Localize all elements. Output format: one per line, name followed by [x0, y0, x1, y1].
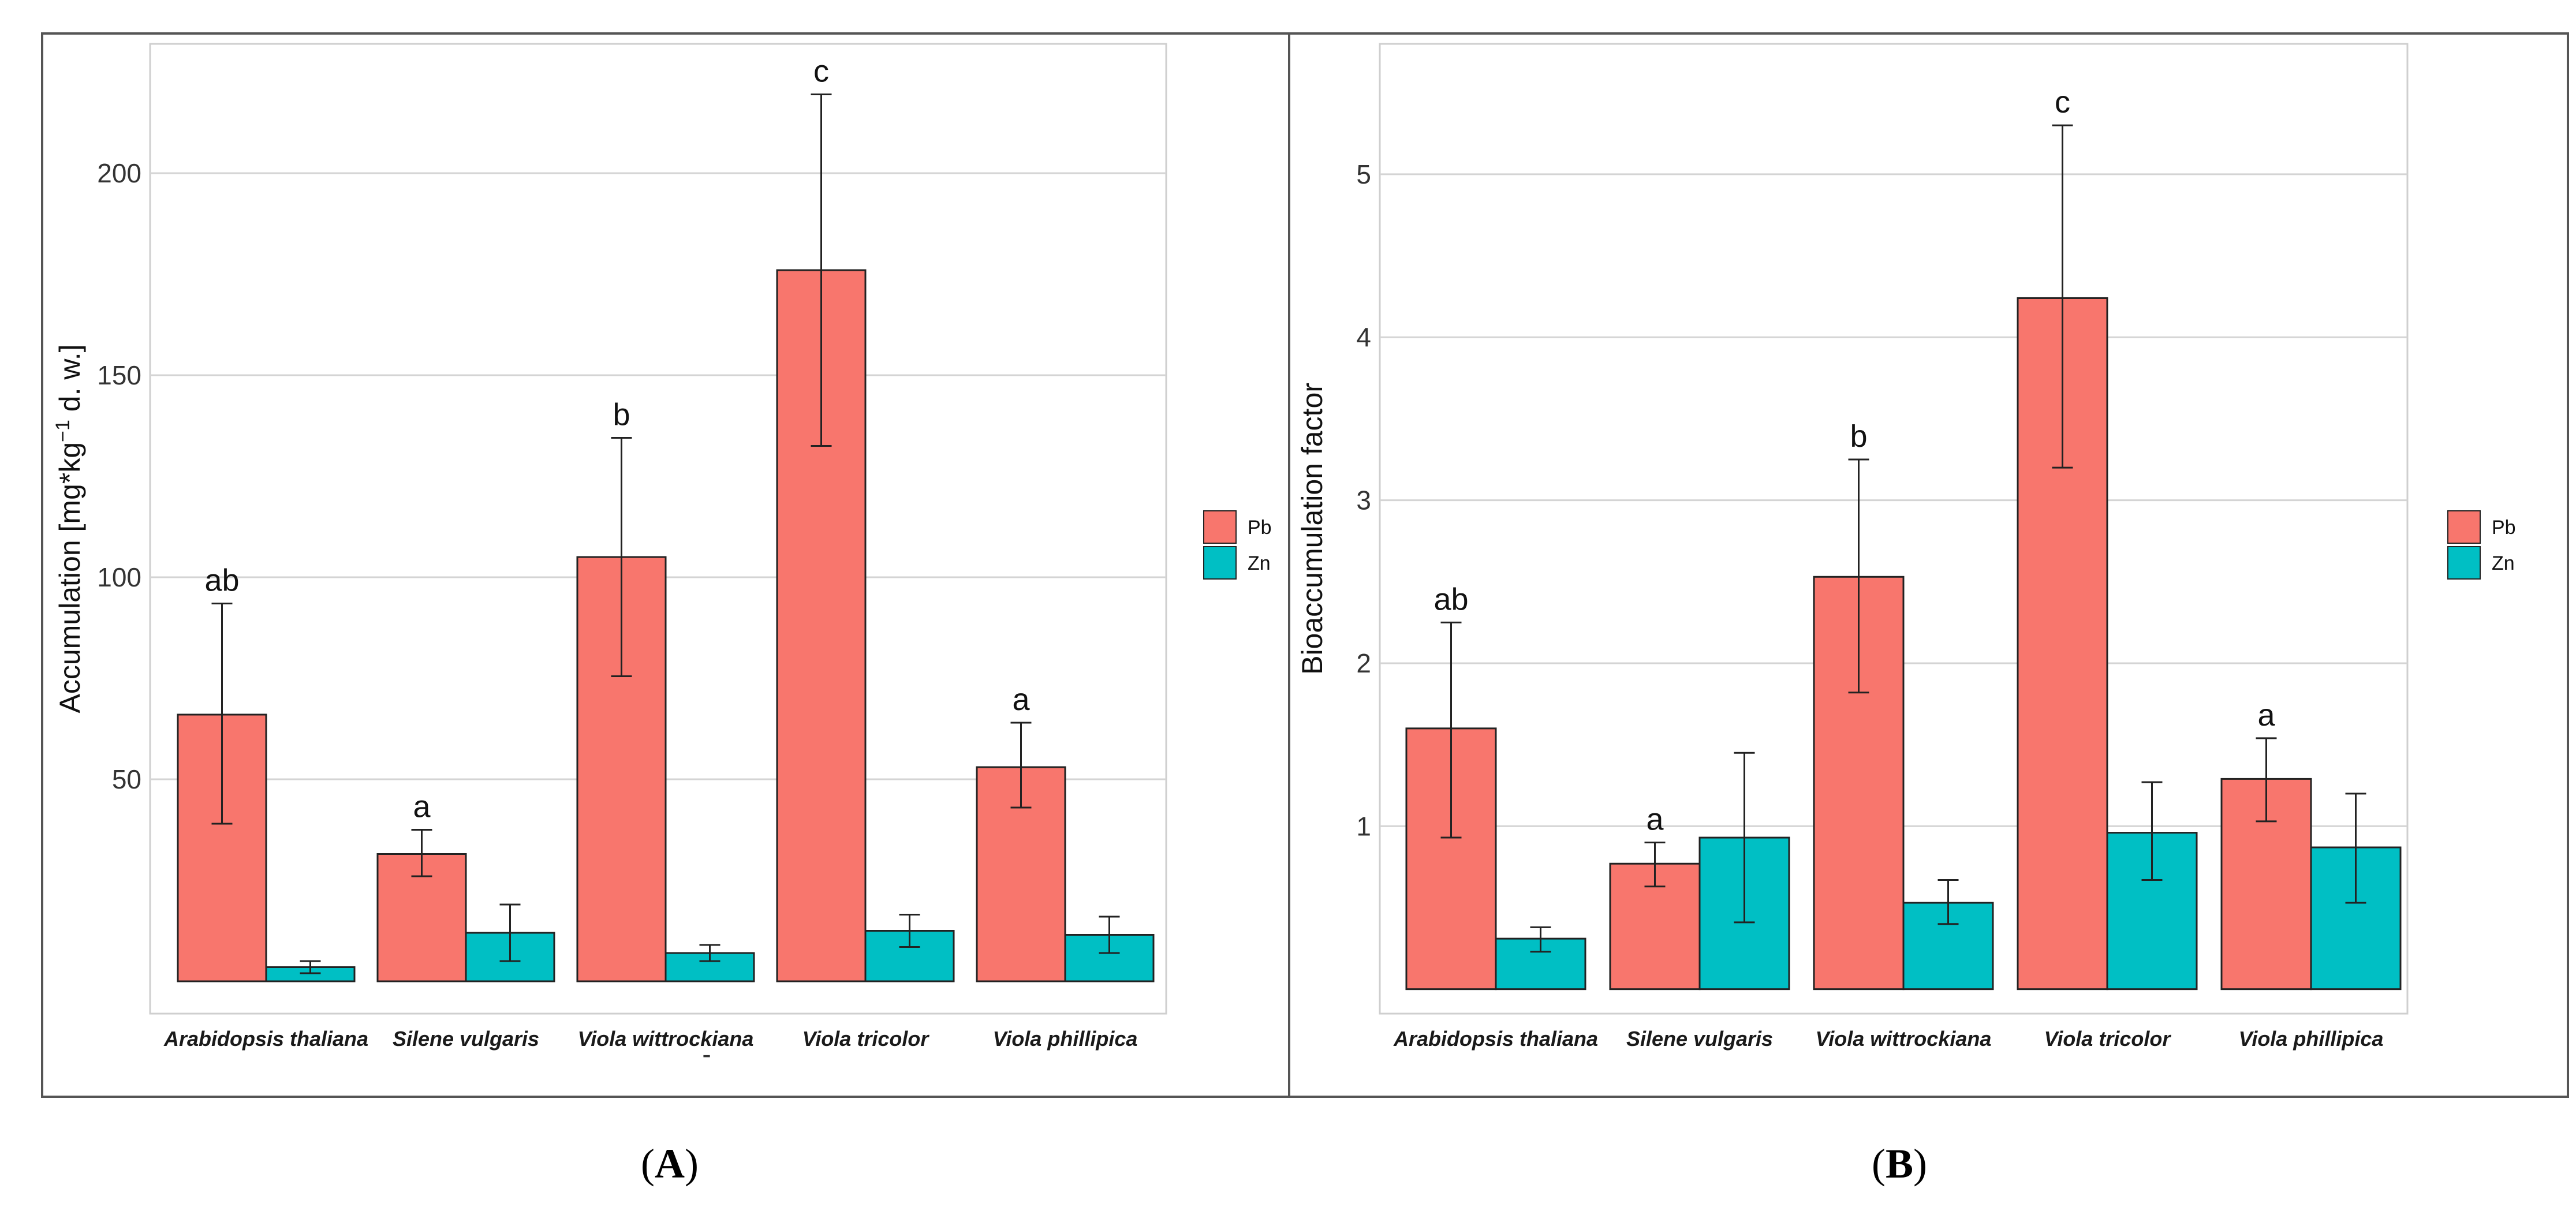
panel-b-y-ticks: 1 2 3 4 5 — [1356, 159, 1371, 841]
panel-a-category-label: Silene vulgaris — [393, 1027, 539, 1051]
panel-b-error-bar-zn — [1734, 752, 1755, 924]
panel-b-legend: Pb Zn — [2447, 510, 2516, 580]
panel-b-significance-label: ab — [1433, 582, 1468, 616]
panel-b-error-bar-pb — [1440, 621, 1462, 839]
panel-a-significance-label: b — [613, 398, 630, 432]
panel-a-y-tick-label: 100 — [97, 562, 141, 592]
panel-b-category-labels: Arabidopsis thaliana Silene vulgaris Viola… — [1393, 1027, 2383, 1051]
panel-a-grid — [150, 172, 1166, 780]
panel-a-legend-key-pb — [1203, 510, 1237, 544]
panel-b-category-label: Arabidopsis thaliana — [1393, 1027, 1598, 1051]
panel-b-category-label: Viola tricolor — [2044, 1027, 2172, 1051]
panel-a-category-label: Viola tricolor — [802, 1027, 930, 1051]
panel-a-category-labels: Arabidopsis thaliana Silene vulgaris Viola… — [163, 1027, 1137, 1051]
panel-a-error-bars — [211, 94, 1120, 974]
panel-a-y-tick-label: 200 — [97, 158, 141, 188]
panel-a-error-bar-pb — [811, 94, 832, 447]
panel-b-caption: (B) — [1872, 1141, 1927, 1187]
panel-b-significance-label: a — [2257, 698, 2275, 733]
panel-b-y-tick-label: 4 — [1356, 322, 1371, 352]
figure-frame — [41, 32, 2569, 1098]
panel-a-error-bar-pb — [1010, 722, 1032, 809]
panel-a-category-label: Viola wittrockiana — [578, 1027, 754, 1051]
panel-a-legend-key-zn — [1203, 546, 1237, 580]
panel-a-caption: (A) — [641, 1141, 699, 1187]
panel-a-error-bar-zn — [899, 914, 920, 948]
panel-a-stray-mark: - — [702, 1039, 711, 1069]
panel-b-error-bar-pb — [2256, 737, 2277, 823]
panel-b-error-bar-pb — [2052, 124, 2073, 469]
panel-a-error-bar-pb — [611, 437, 632, 677]
panel-a-error-bar-pb — [211, 603, 233, 825]
panel-a-y-tick-label: 150 — [97, 360, 141, 390]
panel-b-legend-label-zn: Zn — [2492, 552, 2515, 574]
panel-a-significance-label: ab — [204, 563, 239, 598]
panel-b-error-bars — [1440, 124, 2366, 953]
panel-b-y-axis-label: Bioaccumulation factor — [1296, 383, 1328, 675]
panel-b-category-label: Viola wittrockiana — [1816, 1027, 1992, 1051]
panel-b-y-tick-label: 3 — [1356, 485, 1371, 515]
panel-b-legend-label-pb: Pb — [2492, 517, 2516, 539]
panel-a-category-label: Arabidopsis thaliana — [163, 1027, 368, 1051]
panel-a-y-ticks: 50 100 150 200 — [97, 158, 141, 794]
panel-b-error-bar-zn — [2141, 781, 2163, 881]
panel-a-error-bar-zn — [300, 960, 321, 974]
panel-b-error-bar-zn — [1530, 926, 1551, 953]
panel-a-significance-label: a — [413, 790, 431, 824]
panel-a-y-tick-label: 50 — [112, 764, 141, 794]
panel-a-y-axis-label: Accumulation [mg*kg−1 d. w.] — [52, 344, 86, 713]
panel-a-legend: Pb Zn — [1203, 510, 1272, 580]
panel-b-category-label: Viola phillipica — [2239, 1027, 2384, 1051]
panel-b-error-bar-pb — [1644, 842, 1666, 888]
panel-b-significance-label: b — [1850, 419, 1867, 454]
panel-a-error-bar-zn — [699, 944, 720, 962]
panel-a-legend-label-pb: Pb — [1248, 517, 1272, 539]
panel-a-error-bar-zn — [1099, 915, 1120, 954]
panel-a-category-label: Viola phillipica — [993, 1027, 1138, 1051]
panel-a-error-bar-pb — [411, 829, 432, 877]
panel-b-y-tick-label: 5 — [1356, 159, 1371, 189]
panel-b-legend-key-pb — [2447, 510, 2481, 544]
panel-a-significance-label: c — [813, 54, 829, 89]
panel-b-y-tick-label: 1 — [1356, 811, 1371, 841]
panel-a-error-bar-zn — [499, 903, 521, 962]
panel-b-legend-key-zn — [2447, 546, 2481, 580]
panel-b-significance-label: a — [1646, 802, 1664, 837]
panel-a-legend-label-zn: Zn — [1248, 552, 1271, 574]
panel-b-category-label: Silene vulgaris — [1626, 1027, 1773, 1051]
panel-b-y-tick-label: 2 — [1356, 648, 1371, 678]
panel-b-significance-label: c — [2055, 85, 2070, 119]
panel-b-error-bar-zn — [2345, 793, 2366, 904]
panel-b-error-bar-pb — [1848, 458, 1869, 694]
panel-a-significance-label: a — [1012, 682, 1030, 717]
panel-b-error-bar-zn — [1937, 879, 1959, 925]
